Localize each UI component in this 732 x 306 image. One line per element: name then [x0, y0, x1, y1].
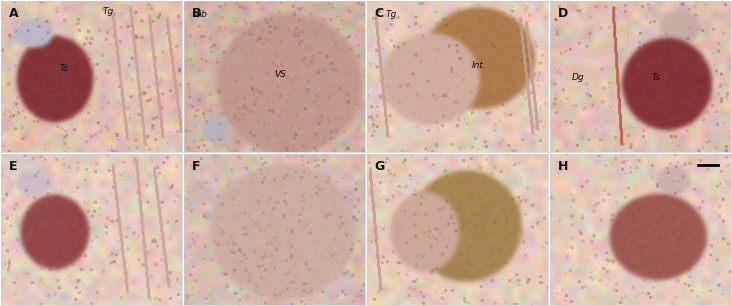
Text: Ts: Ts	[59, 64, 68, 73]
Text: Tg: Tg	[385, 10, 397, 19]
Text: A: A	[9, 7, 18, 20]
Text: F: F	[192, 160, 200, 173]
Text: VS: VS	[274, 70, 286, 79]
Text: Ts: Ts	[651, 73, 660, 82]
Text: B: B	[192, 7, 201, 20]
Text: Tg: Tg	[102, 7, 113, 16]
Text: G: G	[375, 160, 385, 173]
Text: Ab: Ab	[195, 10, 207, 19]
Text: E: E	[9, 160, 17, 173]
Text: D: D	[558, 7, 568, 20]
Text: Int: Int	[472, 61, 484, 70]
Text: Dg: Dg	[572, 73, 585, 82]
Text: H: H	[558, 160, 568, 173]
Text: C: C	[375, 7, 384, 20]
